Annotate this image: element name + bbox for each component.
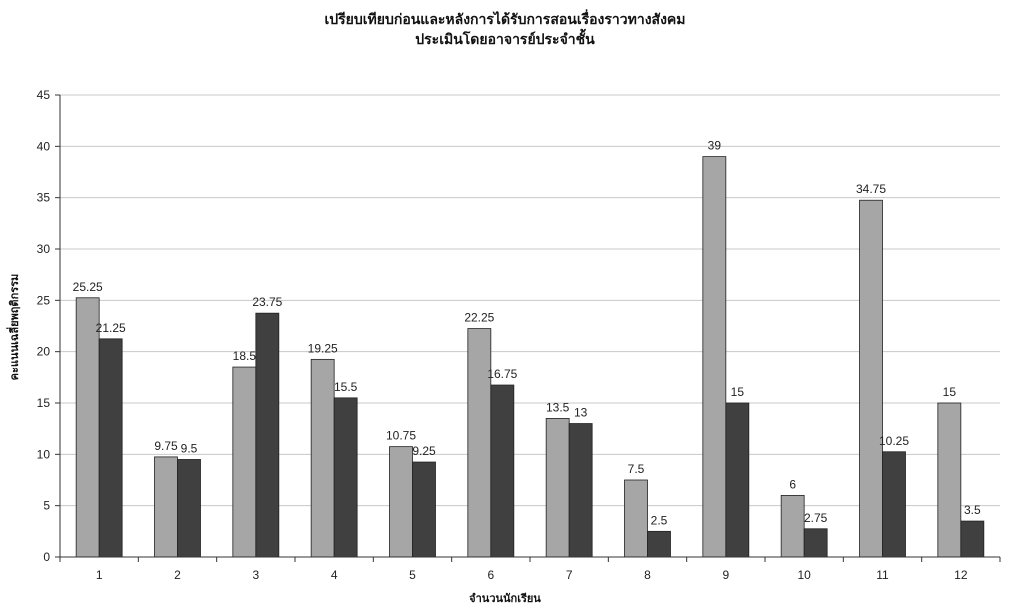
y-tick-label: 5 bbox=[43, 499, 50, 513]
bar-series-2 bbox=[568, 423, 593, 558]
x-tick-label: 1 bbox=[96, 568, 103, 582]
x-tick-label: 3 bbox=[252, 568, 259, 582]
bar-series-2 bbox=[803, 528, 828, 558]
chart-title: เปรียบเทียบก่อนและหลังการได้รับการสอนเรื… bbox=[324, 9, 685, 28]
data-label: 3.5 bbox=[964, 503, 981, 517]
y-tick-label: 25 bbox=[37, 293, 51, 307]
bar-series-2 bbox=[490, 384, 515, 558]
x-tick-label: 9 bbox=[722, 568, 729, 582]
x-tick-label: 11 bbox=[876, 568, 889, 582]
data-label: 9.25 bbox=[412, 444, 436, 458]
bar-series-2 bbox=[960, 520, 985, 558]
bar-series-2 bbox=[647, 530, 671, 558]
bar-series-2 bbox=[177, 459, 201, 558]
data-label: 18.5 bbox=[233, 349, 257, 363]
bar-series-1 bbox=[467, 328, 492, 558]
data-label: 19.25 bbox=[308, 341, 338, 355]
y-axis-title: คะแนนเฉลี่ยพฤติกรรม bbox=[6, 274, 21, 381]
bar-series-2 bbox=[98, 338, 123, 558]
bar-series-1 bbox=[780, 494, 805, 558]
data-label: 10.25 bbox=[879, 434, 909, 448]
data-label: 13.5 bbox=[546, 400, 570, 414]
data-label: 2.5 bbox=[651, 513, 668, 527]
data-label: 15 bbox=[943, 385, 957, 399]
bar-series-2 bbox=[333, 397, 358, 558]
x-axis-title: จำนวนนักเรียน bbox=[469, 592, 541, 605]
x-tick-label: 5 bbox=[409, 568, 416, 582]
data-label: 39 bbox=[708, 139, 722, 153]
bar-series-1 bbox=[859, 199, 883, 558]
y-tick-label: 0 bbox=[43, 550, 50, 564]
data-label: 10.75 bbox=[386, 429, 416, 443]
data-label: 25.25 bbox=[73, 280, 103, 294]
x-tick-label: 8 bbox=[644, 568, 651, 582]
x-tick-label: 10 bbox=[797, 568, 811, 582]
x-tick-label: 12 bbox=[954, 568, 968, 582]
bar-series-1 bbox=[389, 446, 413, 558]
bar-series-1 bbox=[702, 156, 727, 558]
data-label: 9.75 bbox=[154, 439, 178, 453]
y-tick-label: 40 bbox=[37, 139, 51, 153]
data-label: 15 bbox=[731, 385, 745, 399]
data-label: 15.5 bbox=[334, 380, 358, 394]
bar-series-1 bbox=[937, 402, 962, 558]
bar-series-1 bbox=[232, 366, 257, 558]
x-tick-label: 7 bbox=[566, 568, 573, 582]
bar-series-2 bbox=[412, 461, 436, 558]
bars bbox=[75, 156, 985, 558]
bar-series-1 bbox=[154, 456, 178, 558]
bar-series-2 bbox=[882, 451, 906, 558]
data-label: 16.75 bbox=[487, 367, 517, 381]
data-label: 9.5 bbox=[181, 441, 198, 455]
data-label: 22.25 bbox=[464, 311, 494, 325]
bar-series-1 bbox=[545, 417, 570, 558]
x-tick-label: 6 bbox=[487, 568, 494, 582]
data-label: 34.75 bbox=[856, 182, 886, 196]
data-label: 23.75 bbox=[252, 295, 282, 309]
data-label: 21.25 bbox=[96, 321, 126, 335]
data-labels: 25.25 21.25 9.75 9.5 18.5 23.75 19.25 15.5 10.75… bbox=[73, 139, 981, 528]
y-tick-label: 10 bbox=[37, 447, 51, 461]
data-label: 7.5 bbox=[628, 462, 645, 476]
y-tick-label: 45 bbox=[37, 88, 51, 102]
data-label: 2.75 bbox=[804, 511, 828, 525]
y-tick-label: 20 bbox=[37, 345, 51, 359]
x-tick-label: 2 bbox=[174, 568, 181, 582]
bar-series-1 bbox=[75, 297, 100, 558]
data-label: 6 bbox=[789, 477, 796, 491]
bar-series-1 bbox=[624, 479, 648, 558]
y-tick-label: 15 bbox=[37, 396, 51, 410]
bar-series-2 bbox=[725, 402, 750, 558]
bar-series-2 bbox=[255, 312, 280, 558]
y-tick-label: 30 bbox=[37, 242, 51, 256]
x-tick-label: 4 bbox=[331, 568, 338, 582]
data-label: 13 bbox=[574, 406, 588, 420]
bar-series-1 bbox=[310, 358, 335, 558]
y-tick-label: 35 bbox=[37, 191, 51, 205]
gridlines bbox=[60, 94, 1000, 558]
chart-subtitle: ประเมินโดยอาจารย์ประจำชั้น bbox=[415, 28, 595, 48]
